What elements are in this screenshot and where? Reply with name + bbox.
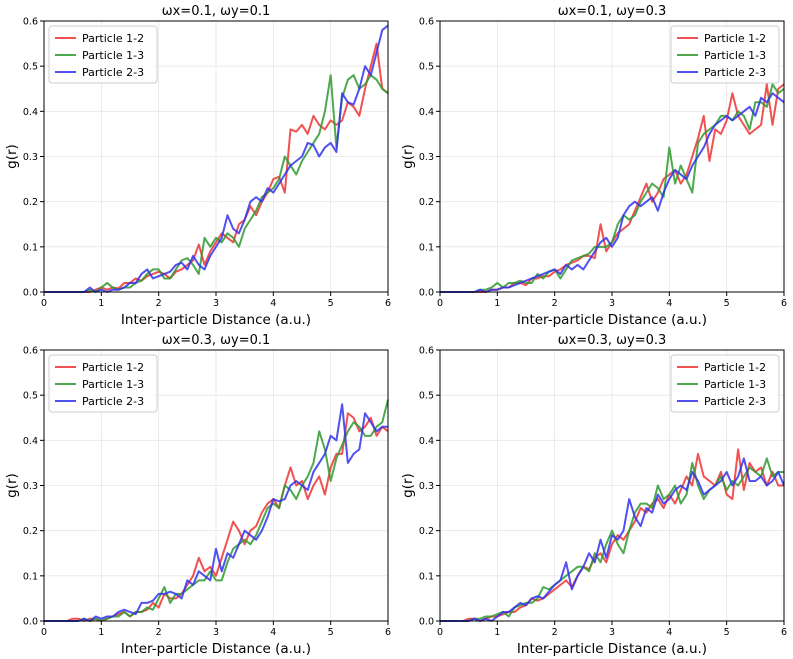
legend: Particle 1-2 Particle 1-3 Particle 2-3 [48, 354, 158, 413]
y-tick-label: 0.5 [23, 62, 38, 73]
y-tick-label: 0.2 [23, 526, 38, 537]
legend-entry: Particle 1-2 [82, 32, 144, 45]
chart-title: ωx=0.3, ωy=0.1 [162, 333, 271, 348]
x-tick-label: 0 [41, 298, 47, 309]
x-tick-label: 3 [213, 298, 219, 309]
legend-box [48, 354, 158, 413]
legend-entry: Particle 2-3 [82, 66, 144, 79]
x-axis-label: Inter-particle Distance (a.u.) [517, 312, 707, 328]
series-line-particle-2-3 [440, 457, 785, 622]
y-tick-label: 0.1 [23, 242, 38, 253]
y-tick-label: 0.6 [419, 17, 434, 28]
y-tick-label: 0.6 [23, 346, 38, 357]
legend-entry: Particle 1-3 [82, 49, 144, 62]
x-tick-label: 1 [494, 627, 500, 638]
x-tick-label: 6 [385, 627, 391, 638]
series-line-particle-1-3 [44, 74, 389, 293]
x-tick-label: 4 [270, 298, 276, 309]
legend-box [48, 25, 158, 84]
y-axis-label: g(r) [400, 473, 416, 498]
y-tick-label: 0.0 [23, 288, 38, 299]
x-tick-label: 1 [98, 627, 104, 638]
y-axis-label: g(r) [4, 473, 20, 498]
legend-entry: Particle 1-3 [704, 49, 766, 62]
legend-entry: Particle 1-2 [704, 361, 766, 374]
x-tick-label: 3 [213, 627, 219, 638]
y-tick-label: 0.3 [23, 152, 38, 163]
x-tick-label: 4 [270, 627, 276, 638]
x-axis-label: Inter-particle Distance (a.u.) [121, 641, 311, 657]
y-tick-label: 0.3 [419, 481, 434, 492]
series-line-particle-2-3 [440, 92, 785, 293]
legend-entry: Particle 1-3 [82, 378, 144, 391]
legend-box [670, 354, 780, 413]
x-tick-label: 5 [724, 627, 730, 638]
x-tick-label: 5 [724, 298, 730, 309]
x-tick-label: 0 [41, 627, 47, 638]
y-tick-label: 0.1 [419, 242, 434, 253]
series-line-particle-2-3 [44, 403, 388, 622]
y-tick-label: 0.6 [23, 17, 38, 28]
x-axis-label: Inter-particle Distance (a.u.) [121, 312, 311, 328]
y-tick-label: 0.5 [23, 391, 38, 402]
x-tick-label: 4 [666, 627, 672, 638]
x-tick-label: 0 [437, 298, 443, 309]
y-tick-label: 0.4 [23, 107, 38, 118]
legend: Particle 1-2 Particle 1-3 Particle 2-3 [670, 354, 780, 413]
chart-title: ωx=0.1, ωy=0.3 [558, 4, 667, 19]
chart-panel-3: 0 1 2 3 4 5 6 0.0 0.1 0.2 0.3 0.4 0.5 0.6 ωx=0.3, ωy=0… [4, 333, 391, 657]
y-tick-label: 0.0 [419, 288, 434, 299]
legend-entry: Particle 2-3 [704, 66, 766, 79]
chart-panel-2: 0 1 2 3 4 5 6 0.0 0.1 0.2 0.3 0.4 0.5 0.6 ωx=0.1, ωy=0… [400, 4, 787, 328]
legend-entry: Particle 1-2 [82, 361, 144, 374]
x-tick-label: 6 [385, 298, 391, 309]
y-tick-label: 0.3 [419, 152, 434, 163]
y-axis-label: g(r) [4, 144, 20, 169]
y-tick-label: 0.2 [419, 197, 434, 208]
y-tick-label: 0.1 [23, 571, 38, 582]
chart-title: ωx=0.3, ωy=0.3 [558, 333, 667, 348]
x-tick-label: 1 [98, 298, 104, 309]
x-tick-label: 2 [552, 627, 558, 638]
x-tick-label: 6 [781, 298, 787, 309]
legend: Particle 1-2 Particle 1-3 Particle 2-3 [48, 25, 158, 84]
y-tick-label: 0.1 [419, 571, 434, 582]
chart-panel-1: 0 1 2 3 4 5 6 0.0 0.1 0.2 0.3 0.4 0.5 0.6 ωx=0.1, ωy=0… [4, 4, 391, 328]
x-tick-label: 1 [494, 298, 500, 309]
y-tick-label: 0.6 [419, 346, 434, 357]
x-tick-label: 4 [666, 298, 672, 309]
y-tick-label: 0.3 [23, 481, 38, 492]
y-axis-label: g(r) [400, 144, 416, 169]
chart-title: ωx=0.1, ωy=0.1 [162, 4, 271, 19]
x-tick-label: 5 [328, 627, 334, 638]
legend: Particle 1-2 Particle 1-3 Particle 2-3 [670, 25, 780, 84]
x-tick-label: 0 [437, 627, 443, 638]
x-tick-label: 2 [156, 298, 162, 309]
legend-entry: Particle 1-2 [704, 32, 766, 45]
x-tick-label: 2 [552, 298, 558, 309]
y-tick-label: 0.0 [419, 617, 434, 628]
y-tick-label: 0.4 [419, 107, 434, 118]
legend-entry: Particle 2-3 [82, 395, 144, 408]
y-tick-label: 0.5 [419, 62, 434, 73]
x-axis-label: Inter-particle Distance (a.u.) [517, 641, 707, 657]
x-tick-label: 6 [781, 627, 787, 638]
chart-panel-4: 0 1 2 3 4 5 6 0.0 0.1 0.2 0.3 0.4 0.5 0.6 ωx=0.3, ωy=0… [400, 333, 787, 657]
x-tick-label: 3 [609, 627, 615, 638]
y-tick-label: 0.5 [419, 391, 434, 402]
x-tick-label: 2 [156, 627, 162, 638]
y-tick-label: 0.2 [419, 526, 434, 537]
y-tick-label: 0.0 [23, 617, 38, 628]
y-tick-label: 0.4 [419, 436, 434, 447]
legend-box [670, 25, 780, 84]
x-tick-label: 3 [609, 298, 615, 309]
series-line-particle-1-3 [440, 457, 784, 622]
y-tick-label: 0.2 [23, 197, 38, 208]
x-tick-label: 5 [328, 298, 334, 309]
legend-entry: Particle 1-3 [704, 378, 766, 391]
legend-entry: Particle 2-3 [704, 395, 766, 408]
y-tick-label: 0.4 [23, 436, 38, 447]
series-line-particle-2-3 [44, 24, 389, 293]
